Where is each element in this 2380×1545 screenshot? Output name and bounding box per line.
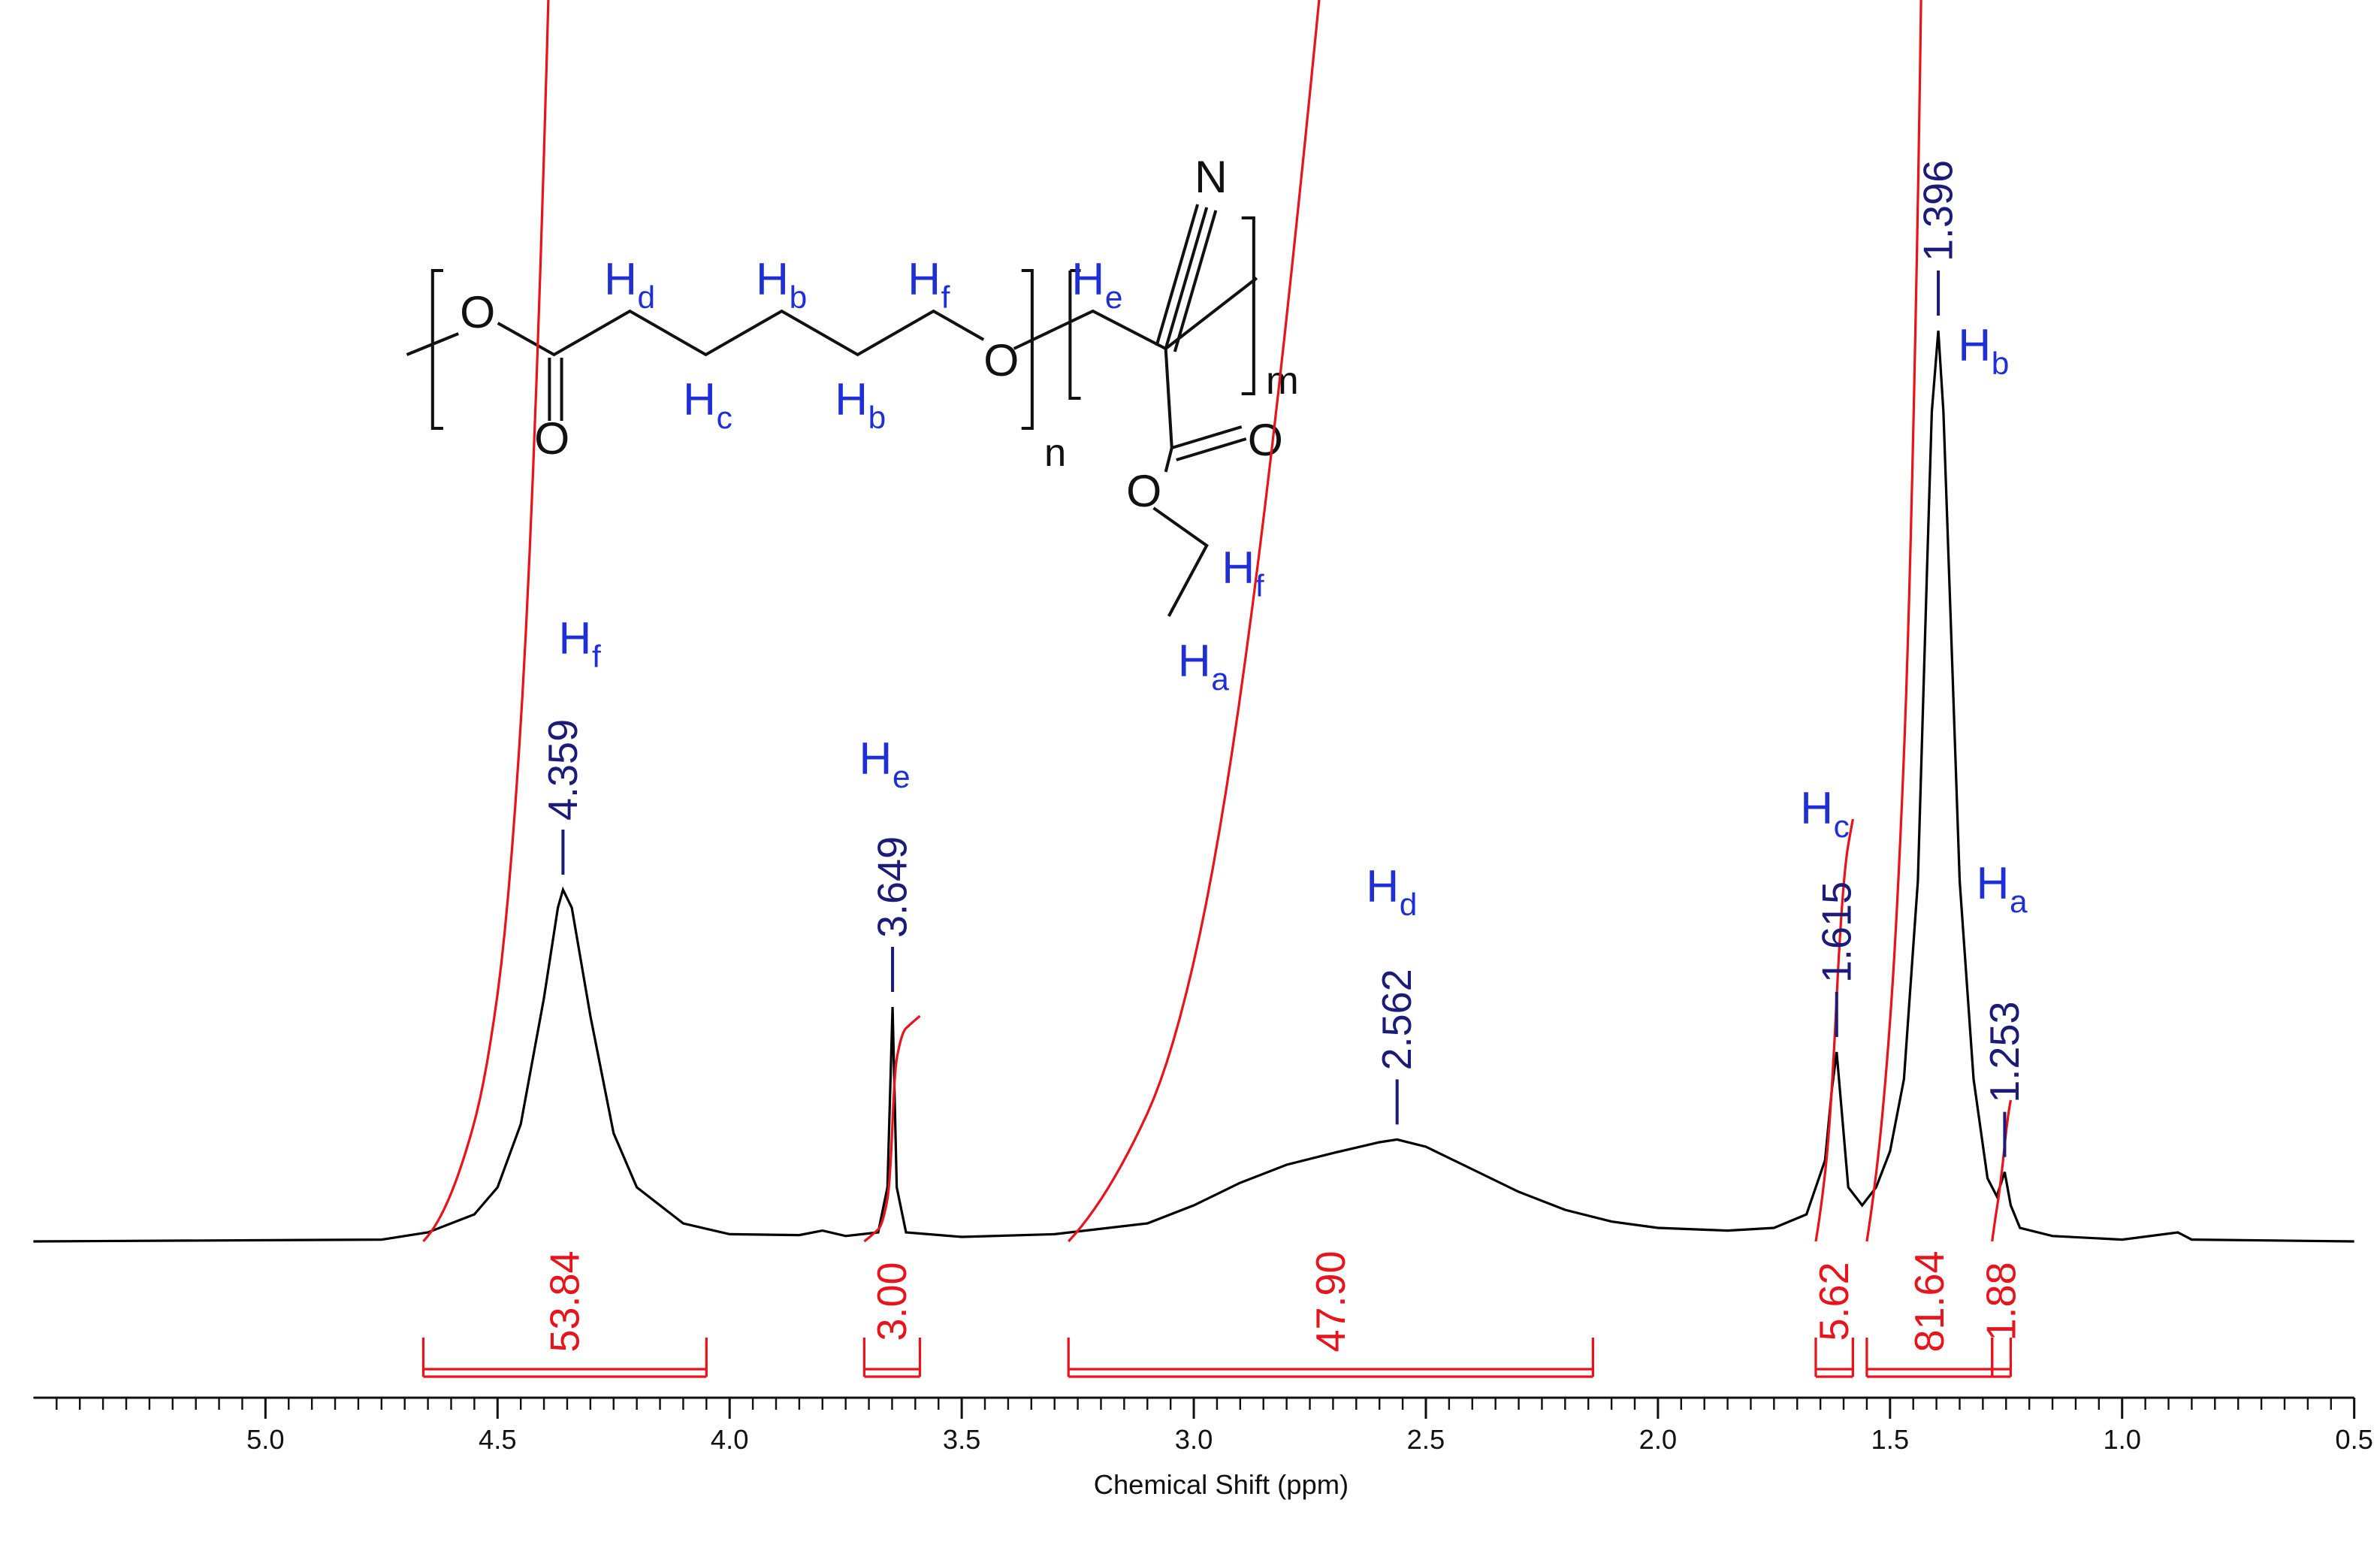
peak-label: 3.649: [869, 836, 915, 938]
bracket: [1241, 216, 1255, 395]
x-tick-label: 3.5: [943, 1424, 981, 1455]
bond: [1152, 348, 1247, 617]
integral-bracket: [1814, 1338, 1855, 1378]
bracket: [1013, 269, 1258, 430]
peak-label: 4.359: [540, 719, 586, 821]
atom: O: [534, 413, 569, 464]
integral-curve: [1814, 818, 1854, 1242]
x-tick-label: 0.5: [2335, 1424, 2373, 1455]
integral-label: 47.90: [1308, 1250, 1354, 1352]
proton-subscript: f: [1255, 568, 1264, 603]
bond: [1155, 204, 1218, 352]
assignment-subscript: c: [1834, 809, 1850, 844]
assignment-subscript: f: [592, 639, 601, 674]
assignment-subscript: d: [1400, 887, 1418, 922]
x-tick-label: 5.0: [246, 1424, 285, 1455]
x-axis-label: Chemical Shift (ppm): [1094, 1469, 1349, 1500]
assignment-subscript: e: [892, 759, 911, 794]
atom: O: [983, 334, 1019, 385]
proton-subscript: e: [1105, 280, 1123, 315]
assignment-subscript: a: [2010, 884, 2028, 919]
integral-bracket: [1991, 1338, 2013, 1378]
proton-label: H: [683, 373, 716, 425]
proton-subscript: c: [717, 400, 732, 435]
x-tick-label: 3.0: [1175, 1424, 1213, 1455]
x-tick-label: 1.5: [1871, 1424, 1910, 1455]
proton-label: H: [604, 253, 637, 304]
proton-subscript: b: [868, 400, 886, 435]
proton-label: H: [835, 373, 868, 425]
proton-label: H: [908, 253, 941, 304]
integral-bracket: [1067, 1338, 1595, 1378]
peak-label: 1.253: [1982, 1001, 2028, 1102]
x-tick-label: 2.5: [1407, 1424, 1445, 1455]
peak-label: 2.562: [1374, 969, 1420, 1070]
assignment-label: H: [1977, 857, 2010, 909]
integral-label: 3.00: [869, 1262, 915, 1341]
atom: N: [1195, 151, 1228, 202]
integral-curve: [1991, 1099, 2013, 1242]
integral-bracket: [862, 1338, 922, 1378]
proton-subscript: a: [1211, 661, 1229, 697]
proton-label: H: [1178, 635, 1211, 686]
assignment-label: H: [1800, 782, 1833, 833]
bond: [497, 309, 985, 357]
atom: O: [460, 286, 495, 337]
integral-curve: [422, 0, 550, 1243]
peak-label: 1.615: [1814, 881, 1859, 983]
proton-label: H: [756, 253, 789, 304]
assignment-label: H: [1958, 319, 1991, 370]
spectrum: [33, 330, 2354, 1243]
integral-curve: [1865, 0, 1922, 1242]
proton-label: H: [1222, 542, 1255, 593]
integral-label: 1.88: [1978, 1262, 2024, 1341]
x-tick-label: 2.0: [1639, 1424, 1678, 1455]
proton-subscript: b: [790, 280, 808, 315]
integral-label: 5.62: [1811, 1262, 1857, 1341]
assignment-label: H: [559, 612, 592, 664]
bond: [548, 358, 563, 421]
bracket: [406, 269, 459, 430]
integral-curve: [863, 1014, 921, 1243]
structure: O O O N O O n m: [406, 151, 1299, 617]
x-tick-label: 1.0: [2103, 1424, 2141, 1455]
proton-subscript: d: [638, 280, 656, 315]
assignment-label: H: [859, 733, 892, 784]
integral-label: 53.84: [542, 1250, 587, 1352]
proton-subscript: f: [941, 280, 950, 315]
peak-label: 1.396: [1915, 160, 1961, 262]
integral-label: 81.64: [1907, 1250, 1953, 1352]
proton-label: H: [1071, 253, 1104, 304]
repeat-index: n: [1044, 431, 1066, 475]
assignment-label: H: [1366, 860, 1399, 912]
atom: O: [1248, 414, 1283, 465]
integral-bracket: [421, 1338, 708, 1378]
integral-curve: [1068, 0, 1321, 1243]
x-tick-label: 4.5: [479, 1424, 517, 1455]
assignment-subscript: b: [1992, 346, 2010, 381]
x-tick-label: 4.0: [711, 1424, 749, 1455]
atom: O: [1126, 465, 1161, 516]
